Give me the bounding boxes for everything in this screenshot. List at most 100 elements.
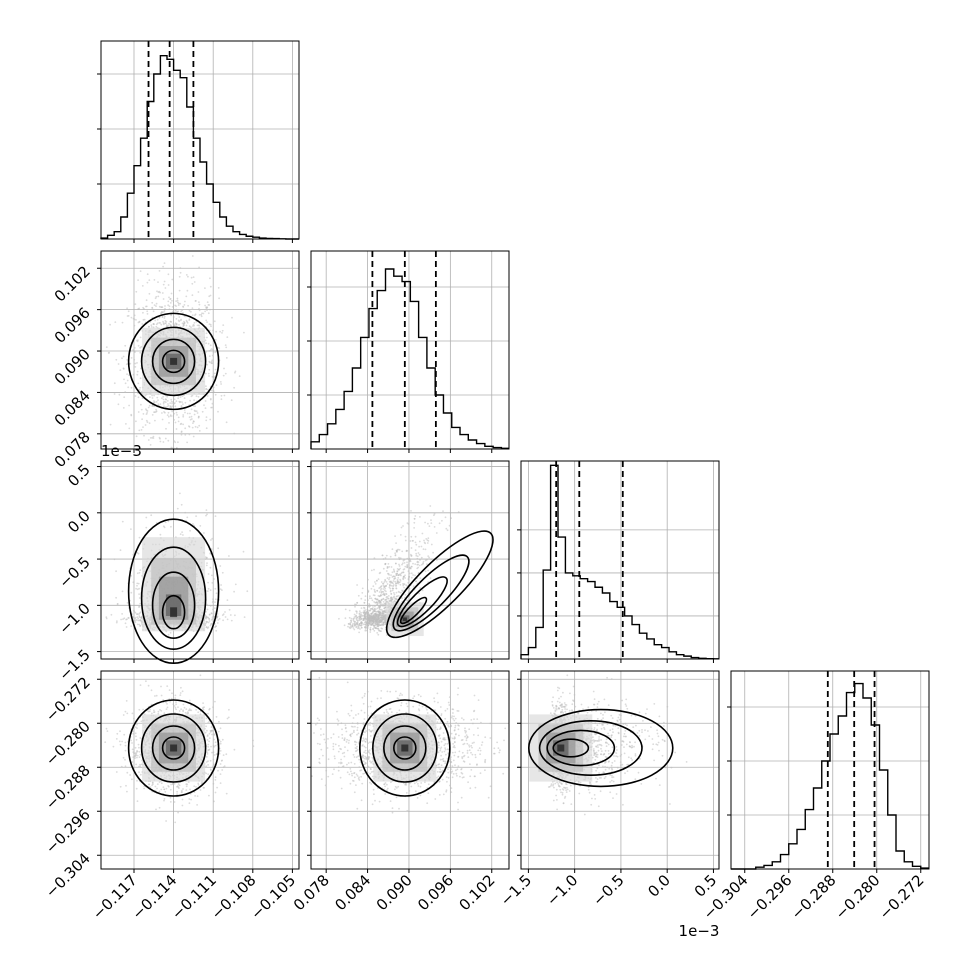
scatter-point: [168, 322, 170, 325]
scatter-point: [156, 290, 158, 293]
scatter-point: [199, 525, 202, 527]
scatter-point: [369, 608, 372, 610]
scatter-point: [214, 741, 217, 744]
scatter-point: [134, 303, 137, 306]
scatter-point: [367, 624, 370, 627]
scatter-point: [446, 529, 449, 532]
scatter-point: [207, 312, 210, 315]
scatter-point: [206, 513, 208, 516]
scatter-point: [379, 608, 382, 611]
scatter-point: [130, 316, 133, 319]
scatter-point: [189, 529, 192, 532]
density-block: [170, 607, 178, 618]
scatter-point: [385, 600, 388, 603]
scatter-point: [172, 310, 175, 313]
scatter-point: [401, 550, 404, 553]
scatter-point: [158, 436, 161, 439]
scatter-point: [170, 314, 173, 317]
scatter-point: [212, 348, 214, 351]
scatter-point: [157, 710, 160, 713]
scatter-point: [416, 561, 419, 563]
scatter-point: [146, 273, 149, 276]
scatter-point: [205, 509, 208, 511]
scatter-point: [392, 568, 395, 571]
scatter-point: [404, 594, 407, 596]
scatter-point: [205, 342, 208, 345]
scatter-point: [390, 574, 392, 576]
scatter-point: [417, 566, 420, 569]
scatter-point: [206, 556, 208, 559]
histogram-panel-p2: [517, 460, 720, 663]
scatter-point: [386, 577, 389, 580]
scatter-point: [153, 401, 156, 404]
scatter-point: [148, 404, 151, 407]
scatter-point: [417, 552, 420, 554]
scatter-point: [162, 311, 165, 313]
scatter-point: [382, 597, 385, 600]
scatter-point: [145, 680, 147, 683]
x-tick-label: −0.272: [876, 871, 928, 923]
scatter-point: [363, 613, 366, 616]
axes-frame: [100, 40, 300, 240]
scatter-point: [226, 717, 229, 720]
scatter-point: [142, 413, 145, 415]
scatter-point: [377, 633, 380, 636]
scatter-point: [418, 553, 421, 556]
scatter-point: [391, 576, 394, 578]
scatter-point: [221, 329, 224, 332]
scatter-point: [138, 616, 141, 619]
scatter-point: [166, 414, 169, 416]
scatter-point: [357, 627, 359, 630]
scatter-point: [219, 588, 222, 590]
scatter-point: [353, 613, 356, 616]
scatter-point: [382, 612, 384, 615]
scatter-point: [360, 626, 363, 629]
scatter-point: [368, 597, 371, 600]
scatter-point: [209, 566, 212, 569]
scatter-point: [390, 584, 393, 587]
scatter-point: [116, 603, 119, 605]
scatter-point: [382, 588, 385, 590]
scatter-point: [381, 627, 384, 630]
scatter-point: [206, 395, 209, 397]
scatter-point: [131, 712, 134, 715]
scatter-point: [390, 599, 392, 602]
scatter-point: [105, 616, 108, 618]
scatter-point: [390, 596, 393, 599]
scatter-point: [351, 623, 354, 625]
scatter-point: [175, 308, 178, 311]
scatter-point: [356, 601, 359, 604]
scatter-point: [389, 555, 392, 558]
scatter-point: [421, 532, 424, 535]
scatter-point: [139, 351, 142, 354]
scatter-point: [409, 540, 412, 542]
scatter-point: [161, 316, 164, 318]
scatter-point: [224, 344, 227, 346]
y-tick-label: −1.5: [55, 646, 93, 684]
scatter-point: [137, 279, 140, 281]
scatter-point: [123, 617, 126, 620]
scatter-point: [126, 307, 128, 310]
scatter-point: [138, 571, 141, 574]
scatter-point: [403, 586, 405, 589]
scatter-point: [377, 616, 380, 619]
scatter-point: [191, 307, 194, 309]
scatter-point: [180, 318, 183, 321]
scatter-point: [167, 273, 170, 276]
scatter-point: [391, 571, 394, 574]
scatter-point: [139, 611, 142, 614]
scatter-point: [224, 611, 226, 613]
scatter-point: [441, 519, 443, 522]
scatter-point: [368, 622, 370, 625]
scatter-point: [184, 401, 187, 404]
scatter-point: [384, 578, 386, 581]
scatter-point: [205, 610, 207, 613]
scatter-point: [405, 584, 408, 587]
scatter-point: [146, 421, 149, 424]
scatter-point: [426, 542, 429, 544]
scatter-point: [205, 427, 208, 430]
scatter-point: [208, 613, 211, 616]
scatter-point: [398, 568, 400, 571]
scatter-point: [175, 701, 177, 703]
scatter-point: [210, 389, 213, 392]
